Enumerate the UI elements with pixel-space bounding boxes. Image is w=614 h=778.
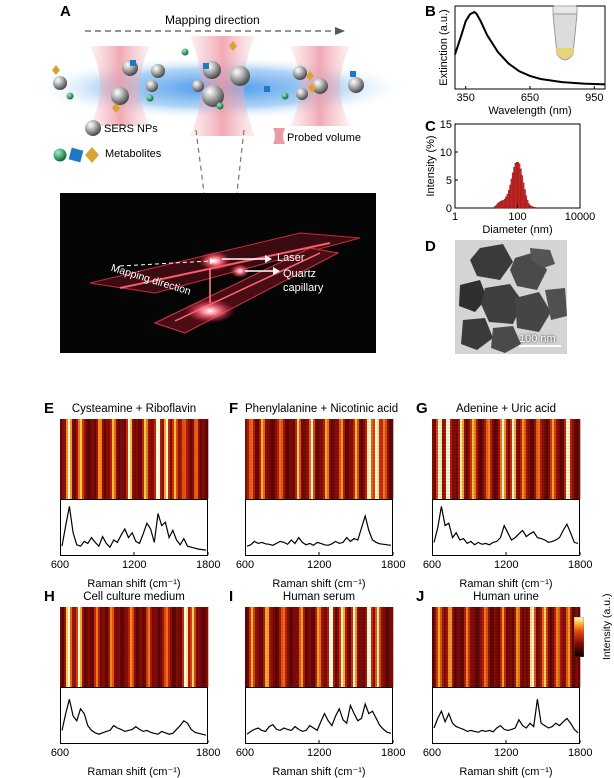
spectrum-xtick: 1200 xyxy=(307,559,331,571)
size-xtick: 10000 xyxy=(565,211,596,223)
spectrum-xtick: 1800 xyxy=(196,559,220,571)
spectrum-axes xyxy=(246,688,393,744)
spectrum-xtick: 1800 xyxy=(568,559,592,571)
spectrum-xlabel: Raman shift (cm⁻¹) xyxy=(432,577,580,590)
size-ylabel: Intensity (%) xyxy=(425,135,437,196)
extinction-chart: 350 650 950 Wavelength (nm) Extinction (a.u.… xyxy=(425,0,614,125)
spectrum-line xyxy=(247,516,391,546)
laser-label: Laser xyxy=(277,252,305,264)
panel-letter-d: D xyxy=(425,238,436,255)
heatmap xyxy=(432,607,580,687)
size-xlabel: Diameter (nm) xyxy=(482,224,552,236)
panel-letter-h: H xyxy=(44,588,55,605)
spectrum-line xyxy=(62,506,206,550)
extinction-xtick: 350 xyxy=(457,92,475,104)
spectrum-xtick: 1200 xyxy=(494,747,518,759)
quartz-label: Quartz xyxy=(283,268,316,280)
heatmap xyxy=(245,419,393,499)
spectrum-xtick: 600 xyxy=(233,747,257,759)
heatmap xyxy=(60,419,208,499)
spectrum-axes xyxy=(433,500,580,556)
spectrum-panel-h xyxy=(60,607,210,757)
panel-letter-f: F xyxy=(229,400,238,417)
spectrum-axes xyxy=(61,688,208,744)
spectrum-title: Cysteamine + Riboflavin xyxy=(60,403,208,415)
spectrum-title: Human serum xyxy=(245,591,393,603)
size-distribution-chart: 1 100 10000 0 5 10 15 Diameter (nm) Intensity (%… xyxy=(425,118,614,240)
spectrum-xtick: 1200 xyxy=(494,559,518,571)
spectrum-xlabel: Raman shift (cm⁻¹) xyxy=(245,765,393,778)
spectrum-panel-g xyxy=(432,419,582,569)
spectrum-xlabel: Raman shift (cm⁻¹) xyxy=(60,765,208,778)
spectrum-line xyxy=(434,506,578,544)
spectrum-xtick: 1800 xyxy=(568,747,592,759)
panel-letter-g: G xyxy=(416,400,428,417)
spectrum-panel-i xyxy=(245,607,395,757)
colorbar-label: Intensity (a.u.) xyxy=(601,593,613,660)
spectrum-xtick: 1800 xyxy=(381,747,405,759)
spectrum-line xyxy=(434,699,578,733)
size-ytick: 10 xyxy=(440,147,452,159)
extinction-ylabel: Extinction (a.u.) xyxy=(438,9,450,85)
size-xtick: 100 xyxy=(508,211,526,223)
heatmap xyxy=(60,607,208,687)
vial-image xyxy=(553,6,577,60)
size-xtick: 1 xyxy=(452,211,458,223)
panel-letter-j: J xyxy=(416,588,424,605)
size-ytick: 0 xyxy=(446,203,452,215)
scale-bar-label: 100 nm xyxy=(519,333,556,345)
spectrum-panel-f xyxy=(245,419,395,569)
spectrum-xtick: 1200 xyxy=(307,747,331,759)
heatmap xyxy=(432,419,580,499)
spectrum-xlabel: Raman shift (cm⁻¹) xyxy=(60,577,208,590)
panel-letter-e: E xyxy=(44,400,54,417)
size-ytick: 5 xyxy=(446,175,452,187)
spectrum-title: Cell culture medium xyxy=(60,591,208,603)
spectrum-line xyxy=(62,699,206,735)
spectrum-title: Human urine xyxy=(432,591,580,603)
spectrum-xtick: 600 xyxy=(233,559,257,571)
heatmap xyxy=(245,607,393,687)
size-ytick: 15 xyxy=(440,119,452,131)
spectrum-title: Phenylalanine + Nicotinic acid xyxy=(245,403,393,415)
spectrum-xlabel: Raman shift (cm⁻¹) xyxy=(245,577,393,590)
spectrum-panel-j xyxy=(432,607,582,757)
spectrum-axes xyxy=(61,500,208,556)
panel-letter-i: I xyxy=(229,588,233,605)
spectrum-xtick: 1800 xyxy=(381,559,405,571)
extinction-xtick: 650 xyxy=(521,92,539,104)
extinction-xlabel: Wavelength (nm) xyxy=(488,105,571,117)
spectrum-xtick: 600 xyxy=(48,559,72,571)
spectrum-xtick: 600 xyxy=(420,747,444,759)
spectrum-xtick: 600 xyxy=(48,747,72,759)
spectrum-axes xyxy=(246,500,393,556)
spectrum-title: Adenine + Uric acid xyxy=(432,403,580,415)
spectrum-xtick: 600 xyxy=(420,559,444,571)
intensity-colorbar xyxy=(574,617,584,657)
spectrum-line xyxy=(247,704,391,734)
device-photo xyxy=(60,193,376,353)
spectrum-xlabel: Raman shift (cm⁻¹) xyxy=(432,765,580,778)
extinction-xtick: 950 xyxy=(585,92,603,104)
spectrum-panel-e xyxy=(60,419,210,569)
spectrum-xtick: 1800 xyxy=(196,747,220,759)
spectrum-axes xyxy=(433,688,580,744)
extinction-curve xyxy=(455,12,605,84)
spectrum-xtick: 1200 xyxy=(122,559,146,571)
capillary-label: capillary xyxy=(283,282,323,294)
